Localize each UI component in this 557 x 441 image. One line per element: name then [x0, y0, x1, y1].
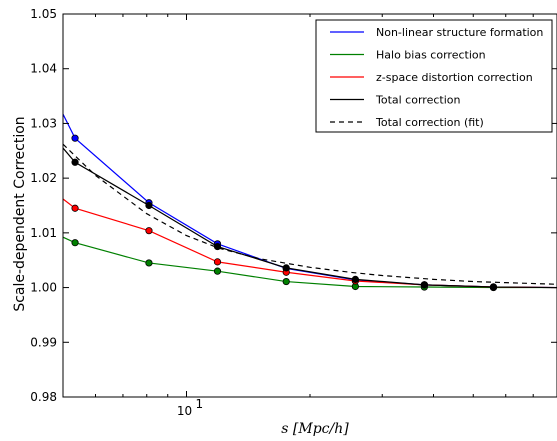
series-1-point [71, 239, 79, 247]
series-2-line [63, 198, 557, 289]
legend: Non-linear structure formation Halo bias … [315, 19, 553, 133]
series-1-point [145, 259, 153, 267]
legend-label: Halo bias correction [376, 49, 486, 62]
series-group [63, 113, 557, 292]
y-tick-label: 0.99 [30, 335, 57, 349]
y-tick-label: 1.03 [30, 116, 57, 130]
series-3-point [282, 264, 290, 272]
y-tick-label: 0.98 [30, 390, 57, 404]
y-tick-label: 1.02 [30, 171, 57, 185]
x-tick-label: 10 [177, 404, 192, 418]
series-1-line [63, 236, 557, 289]
legend-label: Total correction (fit) [375, 116, 484, 129]
y-tick-label: 1.01 [30, 226, 57, 240]
x-axis-label: s [Mpc/h] [281, 421, 349, 437]
legend-label: Total correction [375, 94, 460, 107]
plot-area [63, 113, 557, 292]
y-axis-label: Scale-dependent Correction [12, 116, 28, 311]
series-3-point [351, 275, 359, 283]
series-1-point [282, 277, 290, 286]
y-tick-label: 1.00 [30, 281, 57, 295]
series-3-line [63, 147, 557, 289]
legend-label: z-space distortion correction [376, 71, 533, 84]
series-3-point [71, 158, 79, 166]
series-0-line [63, 113, 557, 289]
legend-box [315, 19, 553, 133]
y-tick-label: 1.04 [30, 62, 57, 76]
series-3-point [489, 283, 498, 291]
axes: 0.98 0.99 1.00 1.01 1.02 1.03 1.04 1.05 10 1 [30, 7, 557, 418]
series-3-point [145, 201, 153, 210]
series-3-point [420, 281, 428, 289]
series-1-point [213, 267, 222, 275]
series-0-point [71, 134, 79, 142]
y-tick-label: 1.05 [30, 7, 57, 21]
series-2-point [213, 258, 222, 266]
series-2-point [71, 204, 79, 212]
x-tick-exponent: 1 [196, 397, 204, 411]
legend-label: Non-linear structure formation [376, 26, 543, 39]
series-4-line [63, 143, 557, 285]
series-2-point [145, 227, 153, 235]
